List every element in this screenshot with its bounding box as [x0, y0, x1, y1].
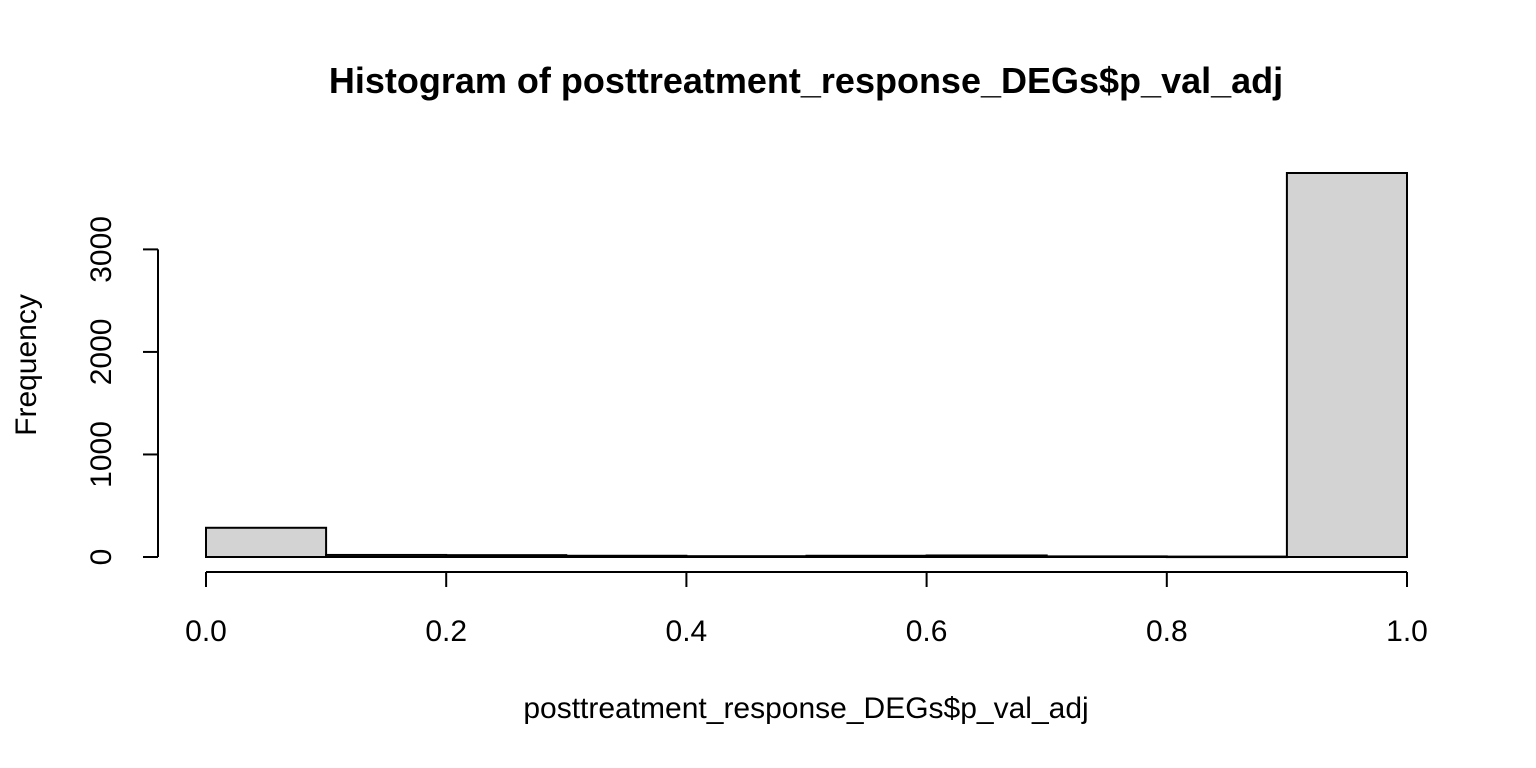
x-tick-label: 0.4 — [666, 615, 708, 648]
y-tick-label: 0 — [85, 549, 118, 566]
x-tick-label: 0.6 — [906, 615, 948, 648]
x-axis: 0.0 0.2 0.4 0.6 0.8 1.0 — [185, 571, 1428, 648]
histogram-bar — [805, 554, 928, 558]
histogram-bar — [925, 554, 1048, 559]
x-tick-label: 0.8 — [1146, 615, 1188, 648]
x-tick-label: 0.0 — [185, 615, 227, 648]
histogram-bar — [565, 554, 688, 558]
x-tick-label: 1.0 — [1386, 615, 1428, 648]
histogram-bar — [205, 526, 328, 559]
histogram-bar — [1285, 172, 1409, 558]
chart-title: Histogram of posttreatment_response_DEGs… — [329, 60, 1283, 101]
x-axis-label: posttreatment_response_DEGs$p_val_adj — [523, 692, 1088, 725]
y-tick-label: 2000 — [85, 319, 118, 386]
y-axis-label: Frequency — [10, 294, 43, 436]
histogram-bar — [1045, 555, 1168, 558]
histogram-bar — [445, 554, 568, 559]
x-tick-label: 0.2 — [425, 615, 467, 648]
y-tick-label: 3000 — [85, 216, 118, 283]
y-axis: 0 1000 2000 3000 — [85, 216, 159, 566]
histogram-bar — [685, 555, 808, 558]
bars-group — [205, 172, 1409, 559]
y-tick-label: 1000 — [85, 421, 118, 488]
histogram-bar — [325, 553, 448, 559]
histogram-bar — [1165, 555, 1288, 559]
